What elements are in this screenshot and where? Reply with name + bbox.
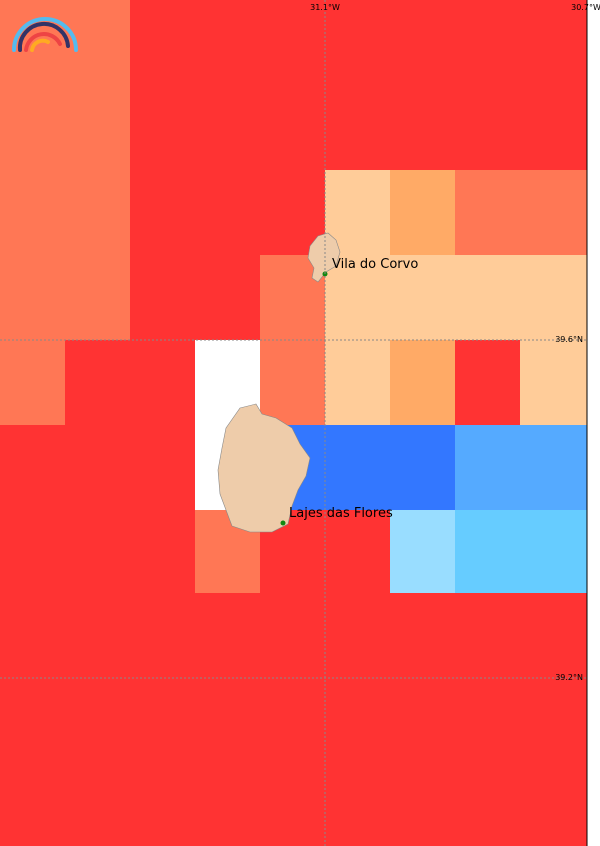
place-label: Lajes das Flores bbox=[289, 506, 393, 521]
place-marker bbox=[280, 520, 286, 526]
lat-label: 39.6°N bbox=[555, 335, 583, 344]
place-label: Vila do Corvo bbox=[332, 257, 418, 272]
lon-label: 31.1°W bbox=[310, 3, 340, 12]
logo bbox=[12, 17, 78, 52]
islands bbox=[217, 232, 341, 533]
lat-label: 39.2°N bbox=[555, 673, 583, 682]
grid-cells bbox=[0, 0, 587, 846]
lon-label: 30.7°W bbox=[571, 3, 600, 12]
graticule bbox=[0, 0, 587, 846]
